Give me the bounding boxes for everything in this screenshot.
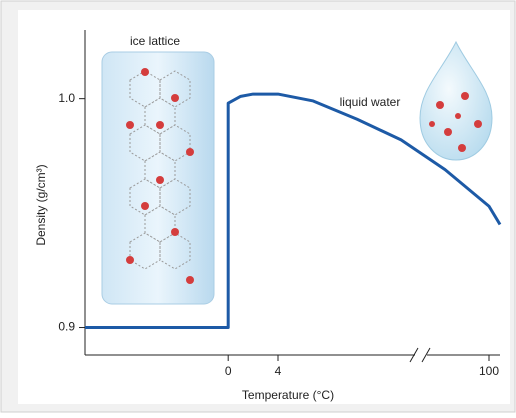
panel: [18, 10, 510, 404]
x-tick-label: 0: [225, 364, 232, 378]
y-tick-label: 1.0: [58, 91, 75, 105]
annotation: ice lattice: [130, 34, 180, 48]
page: {"chart_data": {"type": "line", "x_label…: [0, 0, 516, 418]
y-axis-label: Density (g/cm³): [34, 164, 48, 245]
ice-illustration: [102, 52, 214, 304]
chart: ice lattice liquid water Temperature (°C…: [0, 0, 516, 413]
x-tick-label: 100: [479, 364, 499, 378]
annotation: liquid water: [340, 95, 401, 109]
x-tick-label: 4: [275, 364, 282, 378]
y-tick-label: 0.9: [58, 320, 75, 334]
x-axis-label: Temperature (°C): [242, 388, 334, 402]
